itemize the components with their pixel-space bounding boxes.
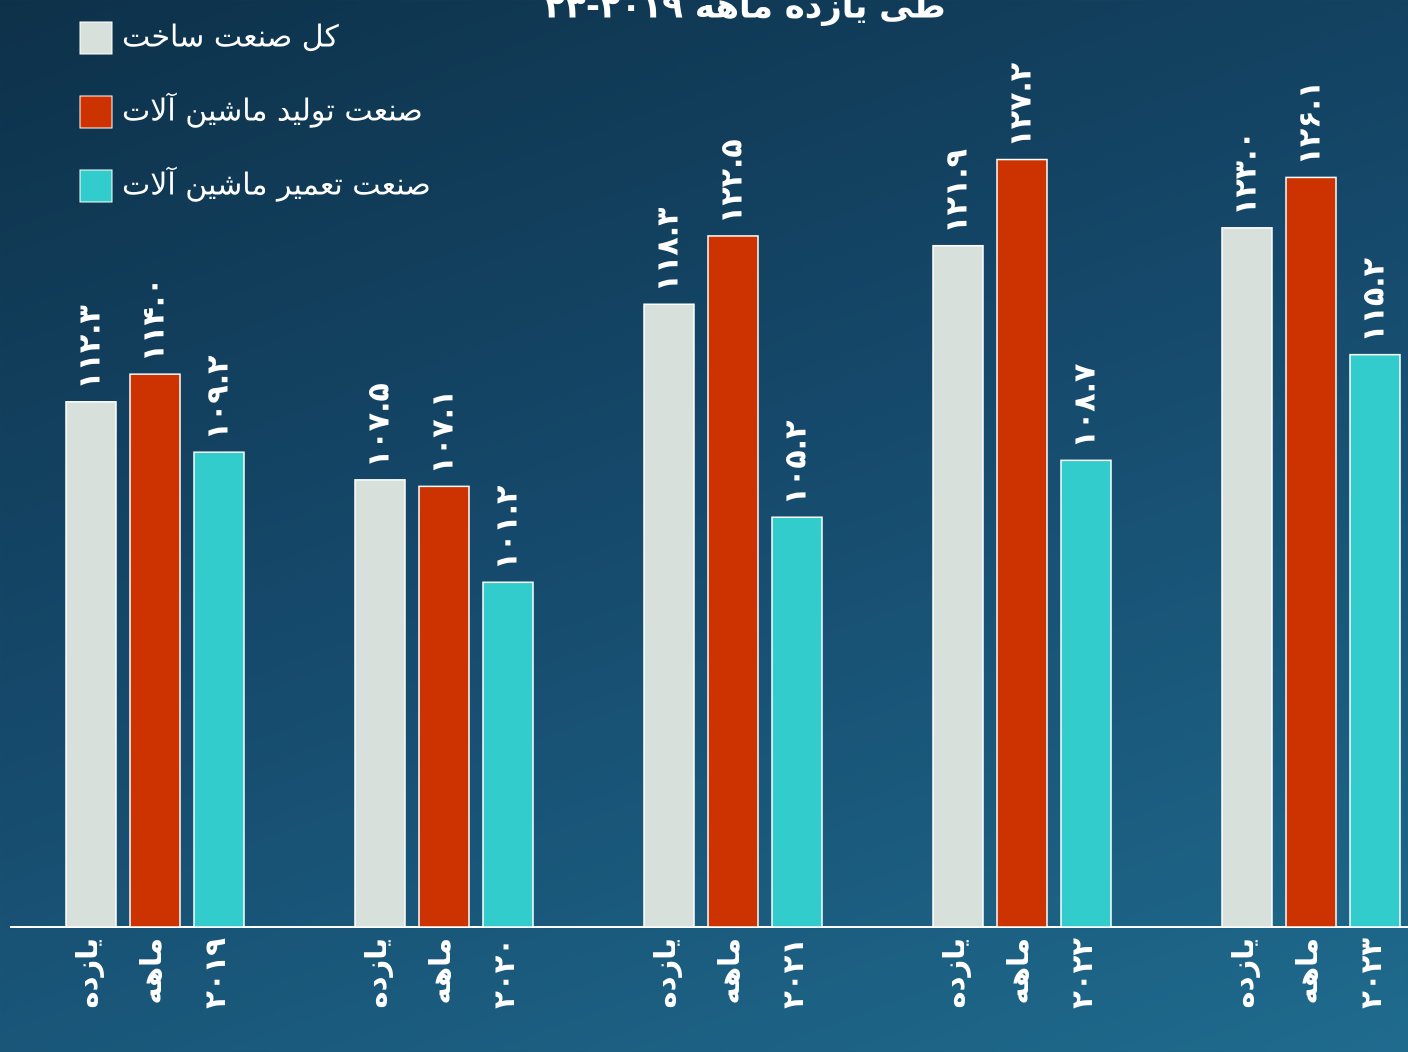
value-label: ۱۲۲.۵: [715, 139, 750, 224]
chart-title: طی یازده ماهه ۲۰۱۹-۲۳: [544, 0, 945, 27]
x-tick-label: یازده ماهه ۲۰۲۳: [1226, 938, 1388, 1009]
value-label: ۱۰۱.۲: [490, 486, 525, 571]
value-label: ۱۱۲.۳: [73, 305, 108, 390]
bar: [1060, 459, 1112, 928]
value-label: ۱۰۵.۲: [779, 421, 814, 506]
bar: [996, 158, 1048, 928]
value-label: ۱۰۹.۲: [201, 356, 236, 441]
value-label: ۱۲۱.۹: [940, 149, 975, 234]
bar: [1285, 176, 1337, 928]
bar: [418, 485, 470, 928]
x-tick-label: یازده ماهه ۲۰۱۹: [70, 938, 232, 1009]
bar: [643, 303, 695, 928]
value-label: ۱۲۷.۲: [1004, 63, 1039, 148]
legend-label: صنعت تعمیر ماشین آلات: [122, 167, 431, 203]
bar: [1221, 227, 1273, 928]
x-tick-label: یازده ماهه ۲۰۲۱: [648, 938, 810, 1009]
value-label: ۱۰۷.۱: [426, 390, 461, 475]
legend-swatch: [79, 21, 113, 55]
value-label: ۱۰۸.۷: [1068, 364, 1103, 449]
x-tick-label: یازده ماهه ۲۰۲۰: [359, 938, 521, 1009]
legend-label: کل صنعت ساخت: [122, 20, 340, 55]
bar: [354, 479, 406, 928]
value-label: ۱۱۴.۰: [137, 278, 172, 363]
value-label: ۱۱۵.۲: [1357, 258, 1392, 343]
value-label: ۱۲۳.۰: [1229, 131, 1264, 216]
bar: [482, 581, 534, 928]
bar: [129, 373, 181, 928]
value-label: ۱۰۷.۵: [362, 383, 397, 468]
bar: [1349, 353, 1401, 928]
x-tick-label: یازده ماهه ۲۰۲۲: [937, 938, 1099, 1009]
bar: [707, 235, 759, 928]
bar: [771, 516, 823, 928]
bar: [65, 401, 117, 928]
bar: [932, 244, 984, 928]
legend-label: صنعت تولید ماشین آلات: [122, 93, 423, 129]
legend-swatch: [79, 169, 113, 203]
value-label: ۱۲۶.۱: [1293, 81, 1328, 166]
legend-swatch: [79, 95, 113, 129]
value-label: ۱۱۸.۳: [651, 208, 686, 293]
bar: [193, 451, 245, 928]
